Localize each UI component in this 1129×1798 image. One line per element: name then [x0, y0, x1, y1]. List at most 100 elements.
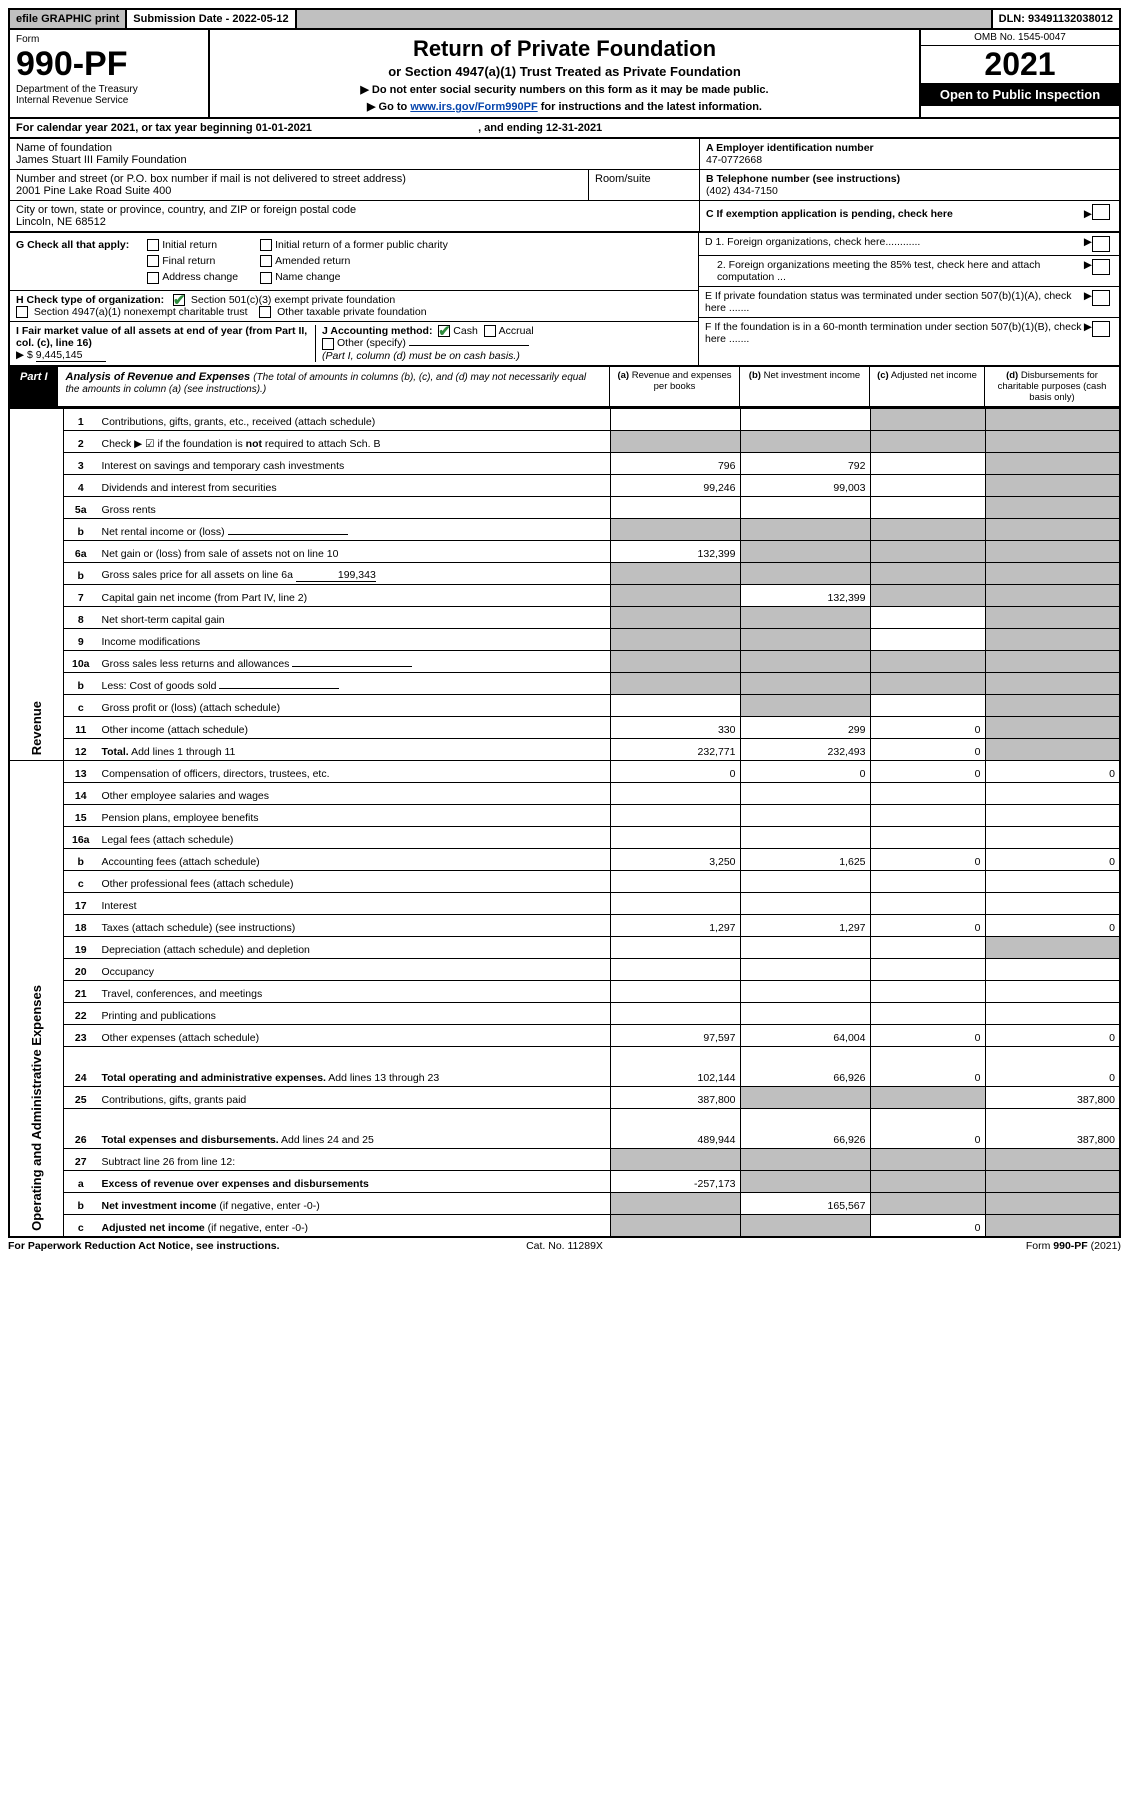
arrow-icon: ▶	[1084, 208, 1092, 220]
line-description: Capital gain net income (from Part IV, l…	[98, 585, 611, 607]
table-row: 25Contributions, gifts, grants paid387,8…	[9, 1087, 1120, 1109]
i-label: I Fair market value of all assets at end…	[16, 325, 307, 349]
table-row: 2Check ▶ ☑ if the foundation is not requ…	[9, 431, 1120, 453]
cell-col-a	[610, 497, 740, 519]
j-other-checkbox[interactable]	[322, 338, 334, 350]
cell-col-b	[740, 431, 870, 453]
cell-col-b	[740, 827, 870, 849]
page-footer: For Paperwork Reduction Act Notice, see …	[8, 1238, 1121, 1252]
cell-col-d: 0	[985, 915, 1120, 937]
g-opt-initial-former[interactable]: Initial return of a former public charit…	[260, 239, 448, 251]
header-right: OMB No. 1545-0047 2021 Open to Public In…	[919, 30, 1119, 117]
table-row: cGross profit or (loss) (attach schedule…	[9, 695, 1120, 717]
cell-col-c	[870, 651, 985, 673]
cell-col-a: 796	[610, 453, 740, 475]
cell-col-d	[985, 827, 1120, 849]
cell-col-c	[870, 805, 985, 827]
part1-header: Part I Analysis of Revenue and Expenses …	[8, 367, 1121, 408]
line-description: Total operating and administrative expen…	[98, 1047, 611, 1087]
year-end: 12-31-2021	[546, 122, 602, 134]
line-number: 12	[64, 739, 98, 761]
table-row: 24Total operating and administrative exp…	[9, 1047, 1120, 1087]
g-opt-amended[interactable]: Amended return	[260, 255, 448, 267]
h-4947: Section 4947(a)(1) nonexempt charitable …	[34, 306, 248, 318]
line-number: 5a	[64, 497, 98, 519]
oae-vertical-label: Operating and Administrative Expenses	[9, 761, 64, 1237]
cell-col-a	[610, 981, 740, 1003]
col-d-header: (d) Disbursements for charitable purpose…	[984, 367, 1119, 406]
line-number: 11	[64, 717, 98, 739]
d2-label: 2. Foreign organizations meeting the 85%…	[705, 259, 1084, 283]
cell-col-d	[985, 607, 1120, 629]
cell-col-a	[610, 893, 740, 915]
cell-col-a	[610, 585, 740, 607]
line-number: 13	[64, 761, 98, 783]
line-description: Total expenses and disbursements. Add li…	[98, 1109, 611, 1149]
line-number: 23	[64, 1025, 98, 1047]
line-description: Contributions, gifts, grants paid	[98, 1087, 611, 1109]
cell-col-d	[985, 739, 1120, 761]
cell-col-a	[610, 651, 740, 673]
g-opt-initial[interactable]: Initial return	[147, 239, 238, 251]
line-description: Printing and publications	[98, 1003, 611, 1025]
j-cash-checkbox[interactable]	[438, 325, 450, 337]
line-description: Accounting fees (attach schedule)	[98, 849, 611, 871]
open-inspection: Open to Public Inspection	[921, 83, 1119, 106]
cell-col-d	[985, 959, 1120, 981]
cell-col-a: 97,597	[610, 1025, 740, 1047]
calendar-year-row: For calendar year 2021, or tax year begi…	[8, 119, 1121, 139]
line-number: 19	[64, 937, 98, 959]
g-opt-name[interactable]: Name change	[260, 271, 448, 283]
line-description: Net short-term capital gain	[98, 607, 611, 629]
d1-checkbox[interactable]	[1092, 236, 1110, 252]
table-row: 18Taxes (attach schedule) (see instructi…	[9, 915, 1120, 937]
cell-col-b	[740, 893, 870, 915]
line-description: Pension plans, employee benefits	[98, 805, 611, 827]
table-row: 17Interest	[9, 893, 1120, 915]
cell-col-b	[740, 805, 870, 827]
cell-col-c: 0	[870, 761, 985, 783]
part1-title: Analysis of Revenue and Expenses (The to…	[58, 367, 609, 406]
form-link[interactable]: www.irs.gov/Form990PF	[410, 101, 537, 113]
ein-label: A Employer identification number	[706, 142, 874, 154]
cell-col-d: 0	[985, 849, 1120, 871]
cell-col-d	[985, 871, 1120, 893]
h-other-checkbox[interactable]	[259, 306, 271, 318]
line-number: 4	[64, 475, 98, 497]
cell-col-b: 1,297	[740, 915, 870, 937]
line-number: 26	[64, 1109, 98, 1149]
name-label: Name of foundation	[16, 142, 693, 154]
h-501c3: Section 501(c)(3) exempt private foundat…	[191, 294, 395, 306]
table-row: 16aLegal fees (attach schedule)	[9, 827, 1120, 849]
e-checkbox[interactable]	[1092, 290, 1110, 306]
d2-checkbox[interactable]	[1092, 259, 1110, 275]
cell-col-a: -257,173	[610, 1171, 740, 1193]
phone-value: (402) 434-7150	[706, 185, 778, 197]
line-description: Legal fees (attach schedule)	[98, 827, 611, 849]
h-4947-checkbox[interactable]	[16, 306, 28, 318]
instr-ssn: ▶ Do not enter social security numbers o…	[220, 83, 909, 96]
line-description: Other professional fees (attach schedule…	[98, 871, 611, 893]
h-501c3-checkbox[interactable]	[173, 294, 185, 306]
line-number: b	[64, 519, 98, 541]
addr-label: Number and street (or P.O. box number if…	[16, 173, 582, 185]
table-row: 9Income modifications	[9, 629, 1120, 651]
line-number: c	[64, 871, 98, 893]
cell-col-c	[870, 409, 985, 431]
line-description: Income modifications	[98, 629, 611, 651]
irs: Internal Revenue Service	[16, 95, 202, 106]
g-opt-address[interactable]: Address change	[147, 271, 238, 283]
c-label: C If exemption application is pending, c…	[706, 208, 953, 220]
cell-col-b	[740, 783, 870, 805]
j-label: J Accounting method:	[322, 325, 432, 337]
f-checkbox[interactable]	[1092, 321, 1110, 337]
j-accrual-checkbox[interactable]	[484, 325, 496, 337]
c-checkbox[interactable]	[1092, 204, 1110, 220]
cell-col-c: 0	[870, 849, 985, 871]
line-description: Occupancy	[98, 959, 611, 981]
cell-col-c: 0	[870, 1025, 985, 1047]
g-opt-final[interactable]: Final return	[147, 255, 238, 267]
cell-col-c	[870, 453, 985, 475]
cell-col-d: 387,800	[985, 1087, 1120, 1109]
cell-col-b	[740, 981, 870, 1003]
